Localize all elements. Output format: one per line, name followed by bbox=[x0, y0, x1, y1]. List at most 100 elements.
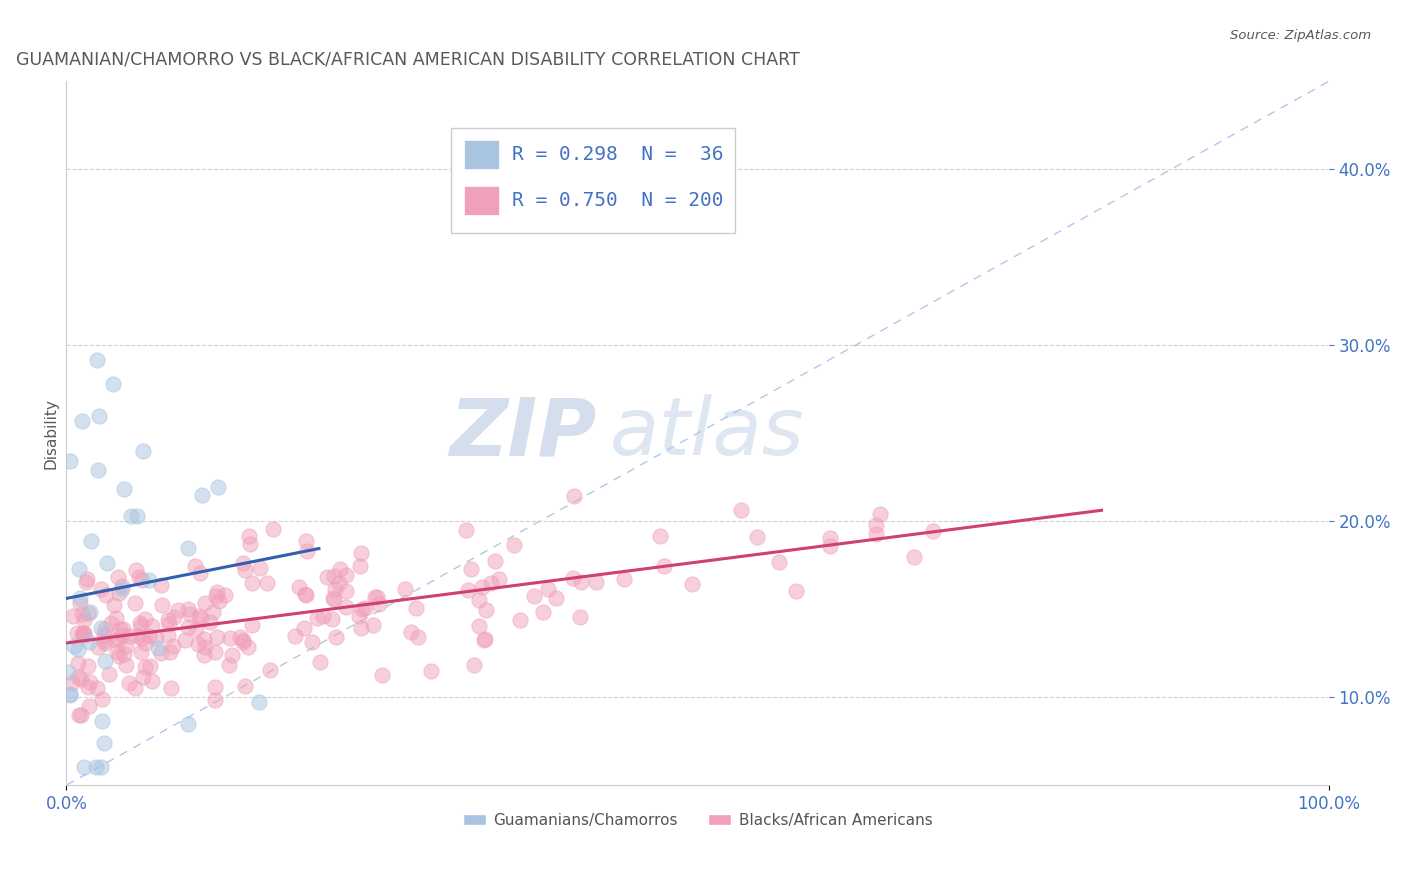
Point bbox=[193, 632, 215, 647]
Point bbox=[70, 707, 93, 722]
Point bbox=[569, 574, 592, 589]
Point bbox=[72, 760, 94, 774]
Point bbox=[865, 526, 887, 541]
FancyBboxPatch shape bbox=[451, 128, 735, 233]
Point bbox=[107, 570, 129, 584]
Point bbox=[66, 626, 89, 640]
Point bbox=[59, 454, 82, 468]
Point bbox=[187, 609, 209, 624]
Point bbox=[350, 602, 373, 616]
Point bbox=[134, 636, 156, 650]
Point bbox=[129, 645, 152, 659]
Point bbox=[329, 562, 352, 576]
Point bbox=[190, 488, 212, 502]
Point bbox=[159, 681, 181, 695]
Point bbox=[238, 536, 260, 550]
Point bbox=[287, 580, 309, 594]
Point bbox=[652, 558, 675, 573]
Point bbox=[325, 631, 347, 645]
Point bbox=[568, 609, 591, 624]
Point bbox=[335, 599, 357, 614]
Point bbox=[79, 635, 101, 649]
Point bbox=[69, 591, 91, 605]
Point bbox=[350, 546, 373, 560]
Point bbox=[312, 609, 335, 624]
Point bbox=[104, 632, 127, 647]
Point bbox=[141, 673, 163, 688]
Point bbox=[405, 601, 427, 615]
Point bbox=[768, 555, 790, 569]
Point bbox=[86, 681, 108, 695]
Point bbox=[93, 736, 115, 750]
Point bbox=[145, 632, 167, 646]
Point bbox=[186, 622, 208, 636]
Point bbox=[363, 618, 385, 632]
Point bbox=[321, 612, 343, 626]
Point bbox=[101, 376, 124, 391]
Text: GUAMANIAN/CHAMORRO VS BLACK/AFRICAN AMERICAN DISABILITY CORRELATION CHART: GUAMANIAN/CHAMORRO VS BLACK/AFRICAN AMER… bbox=[15, 51, 800, 69]
Point bbox=[190, 611, 212, 625]
Point bbox=[69, 707, 91, 722]
Point bbox=[297, 544, 319, 558]
Point bbox=[509, 613, 531, 627]
Point bbox=[159, 645, 181, 659]
Point bbox=[546, 591, 568, 605]
Point bbox=[132, 670, 155, 684]
Point bbox=[90, 692, 112, 706]
Point bbox=[420, 664, 443, 678]
Point bbox=[238, 640, 260, 654]
Point bbox=[188, 566, 211, 580]
Point bbox=[118, 676, 141, 690]
Point bbox=[174, 632, 197, 647]
Point bbox=[177, 620, 200, 634]
Point bbox=[177, 716, 200, 731]
Point bbox=[84, 760, 107, 774]
Point bbox=[73, 628, 96, 642]
Point bbox=[67, 562, 90, 576]
Point bbox=[371, 668, 394, 682]
Point bbox=[115, 639, 138, 653]
Point bbox=[73, 613, 96, 627]
Point bbox=[148, 640, 170, 655]
Bar bbox=[464, 140, 499, 169]
Point bbox=[67, 670, 90, 684]
Point bbox=[232, 634, 254, 648]
Point bbox=[194, 640, 217, 655]
Point bbox=[97, 667, 120, 681]
Point bbox=[328, 575, 350, 590]
Point bbox=[488, 572, 510, 586]
Point bbox=[76, 572, 98, 586]
Point bbox=[205, 590, 228, 604]
Point bbox=[89, 409, 111, 423]
Point bbox=[353, 601, 375, 615]
Point bbox=[124, 681, 146, 695]
Point bbox=[131, 632, 153, 646]
Point bbox=[523, 589, 546, 603]
Point bbox=[730, 502, 752, 516]
Point bbox=[187, 637, 209, 651]
Point bbox=[585, 574, 607, 589]
Point bbox=[745, 530, 768, 544]
Point bbox=[785, 584, 807, 599]
Point bbox=[183, 559, 205, 574]
Y-axis label: Disability: Disability bbox=[44, 398, 58, 468]
Point bbox=[62, 639, 84, 653]
Point bbox=[112, 622, 135, 636]
Point bbox=[150, 578, 173, 592]
Point bbox=[294, 588, 316, 602]
Point bbox=[818, 531, 841, 545]
Point bbox=[176, 541, 198, 555]
Point bbox=[323, 592, 346, 607]
Point bbox=[96, 557, 118, 571]
Text: R = 0.298  N =  36: R = 0.298 N = 36 bbox=[512, 145, 724, 164]
Point bbox=[124, 596, 146, 610]
Point bbox=[129, 619, 152, 633]
Point bbox=[72, 625, 94, 640]
Point bbox=[503, 538, 526, 552]
Point bbox=[86, 352, 108, 367]
Point bbox=[111, 579, 134, 593]
Point bbox=[62, 609, 84, 624]
Point bbox=[59, 687, 82, 701]
Point bbox=[177, 602, 200, 616]
Point bbox=[262, 523, 284, 537]
